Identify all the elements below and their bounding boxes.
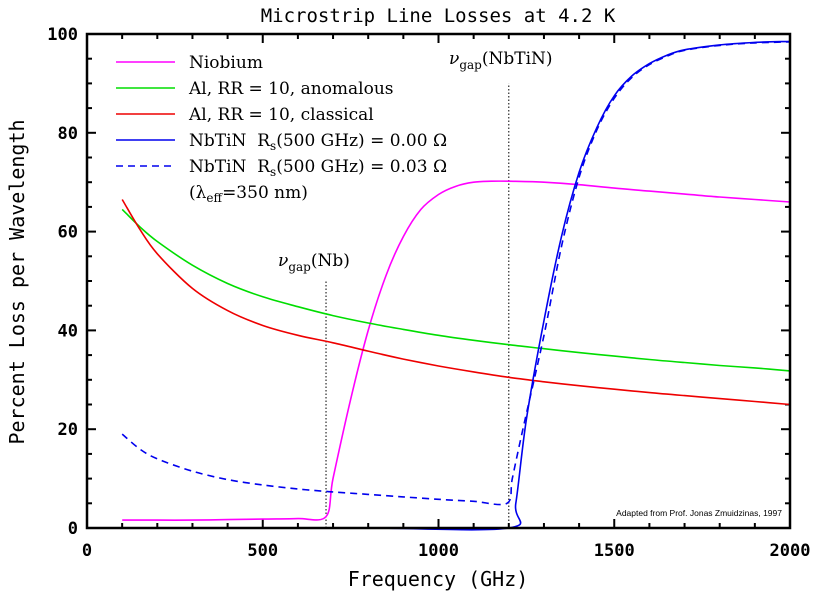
label-rest: (500 GHz) = 0.00 Ω: [276, 131, 447, 151]
legend-note-lambda: (λeff=350 nm): [189, 183, 308, 205]
x-tick-labels: 0 500 1000 1500 2000: [82, 541, 811, 561]
x-tick-label: 0: [82, 541, 92, 561]
legend-label-nbtin-003: NbTiN Rs(500 GHz) = 0.03 Ω: [189, 157, 447, 179]
series-group: [121, 40, 791, 531]
y-tick-label: 0: [68, 519, 78, 539]
nu-symbol: ν: [449, 49, 459, 69]
series-niobium: [122, 180, 791, 521]
gap-lines: [325, 83, 510, 528]
label-subscript: s: [270, 139, 276, 153]
annotation-nbtin-gap: νgap(NbTiN): [449, 49, 553, 72]
gap-material: (Nb): [311, 251, 350, 271]
nu-symbol: ν: [278, 251, 288, 271]
series-nbtin-003: [121, 41, 791, 506]
gap-material: (NbTiN): [482, 49, 553, 69]
x-tick-label: 1500: [594, 541, 635, 561]
legend-label-nbtin-000: NbTiN Rs(500 GHz) = 0.00 Ω: [189, 131, 447, 153]
legend-label-al-classical: Al, RR = 10, classical: [188, 105, 374, 125]
y-tick-label: 20: [58, 420, 78, 440]
chart-title: Microstrip Line Losses at 4.2 K: [261, 5, 616, 27]
legend-label-al-anomalous: Al, RR = 10, anomalous: [188, 79, 394, 99]
credit-text: Adapted from Prof. Jonas Zmuidzinas, 199…: [616, 508, 782, 518]
x-axis-label: Frequency (GHz): [348, 567, 529, 591]
series-al-anomalous: [121, 208, 791, 372]
y-tick-label: 100: [47, 25, 78, 45]
label-main: NbTiN R: [189, 131, 271, 151]
y-tick-labels: 0 20 40 60 80 100: [47, 25, 78, 539]
gap-subscript: gap: [288, 260, 311, 274]
note-prefix: (λ: [189, 183, 207, 203]
y-tick-label: 60: [58, 223, 78, 243]
label-subscript: s: [270, 165, 276, 179]
annotation-nb-gap: νgap(Nb): [278, 251, 350, 274]
x-tick-label: 1000: [418, 541, 459, 561]
label-main: NbTiN R: [189, 157, 271, 177]
plot-frame: [85, 32, 792, 530]
legend-label-niobium: Niobium: [189, 53, 263, 73]
note-subscript: eff: [206, 191, 223, 205]
x-tick-label: 2000: [770, 541, 811, 561]
gap-subscript: gap: [459, 58, 482, 72]
y-axis-label: Percent Loss per Wavelength: [5, 119, 29, 444]
legend: Niobium Al, RR = 10, anomalous Al, RR = …: [116, 53, 447, 205]
label-rest: (500 GHz) = 0.03 Ω: [276, 157, 447, 177]
y-tick-label: 80: [58, 124, 78, 144]
x-tick-label: 500: [247, 541, 278, 561]
note-suffix: =350 nm): [222, 183, 308, 203]
series-al-classical: [121, 199, 791, 406]
y-tick-label: 40: [58, 321, 78, 341]
